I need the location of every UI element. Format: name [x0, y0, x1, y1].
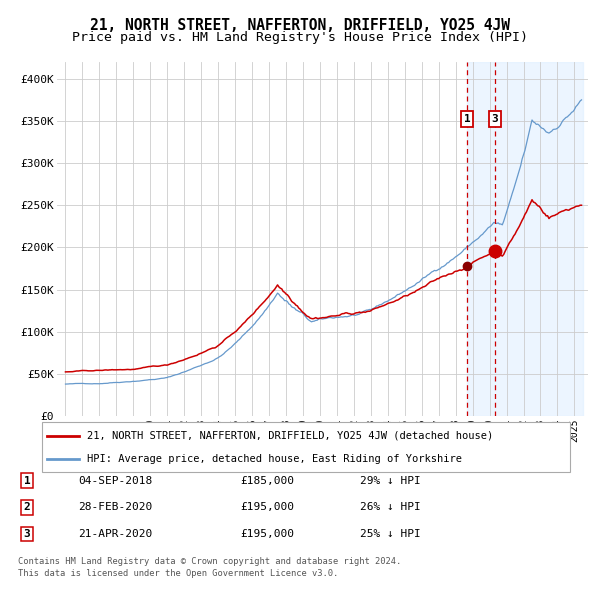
FancyBboxPatch shape	[42, 422, 570, 472]
Text: 2: 2	[23, 503, 31, 512]
Text: 04-SEP-2018: 04-SEP-2018	[78, 476, 152, 486]
Text: 1: 1	[23, 476, 31, 486]
Text: £195,000: £195,000	[240, 503, 294, 512]
Text: 1: 1	[464, 114, 470, 124]
Text: 21, NORTH STREET, NAFFERTON, DRIFFIELD, YO25 4JW (detached house): 21, NORTH STREET, NAFFERTON, DRIFFIELD, …	[87, 431, 493, 441]
Text: 29% ↓ HPI: 29% ↓ HPI	[360, 476, 421, 486]
Text: 3: 3	[23, 529, 31, 539]
Text: Contains HM Land Registry data © Crown copyright and database right 2024.: Contains HM Land Registry data © Crown c…	[18, 558, 401, 566]
Text: Price paid vs. HM Land Registry's House Price Index (HPI): Price paid vs. HM Land Registry's House …	[72, 31, 528, 44]
Text: 26% ↓ HPI: 26% ↓ HPI	[360, 503, 421, 512]
Text: 3: 3	[491, 114, 498, 124]
Text: £195,000: £195,000	[240, 529, 294, 539]
Text: 25% ↓ HPI: 25% ↓ HPI	[360, 529, 421, 539]
Text: 21-APR-2020: 21-APR-2020	[78, 529, 152, 539]
Text: 21, NORTH STREET, NAFFERTON, DRIFFIELD, YO25 4JW: 21, NORTH STREET, NAFFERTON, DRIFFIELD, …	[90, 18, 510, 32]
Text: 28-FEB-2020: 28-FEB-2020	[78, 503, 152, 512]
Text: HPI: Average price, detached house, East Riding of Yorkshire: HPI: Average price, detached house, East…	[87, 454, 462, 464]
Bar	[467, 62, 583, 416]
Text: £185,000: £185,000	[240, 476, 294, 486]
Text: This data is licensed under the Open Government Licence v3.0.: This data is licensed under the Open Gov…	[18, 569, 338, 578]
